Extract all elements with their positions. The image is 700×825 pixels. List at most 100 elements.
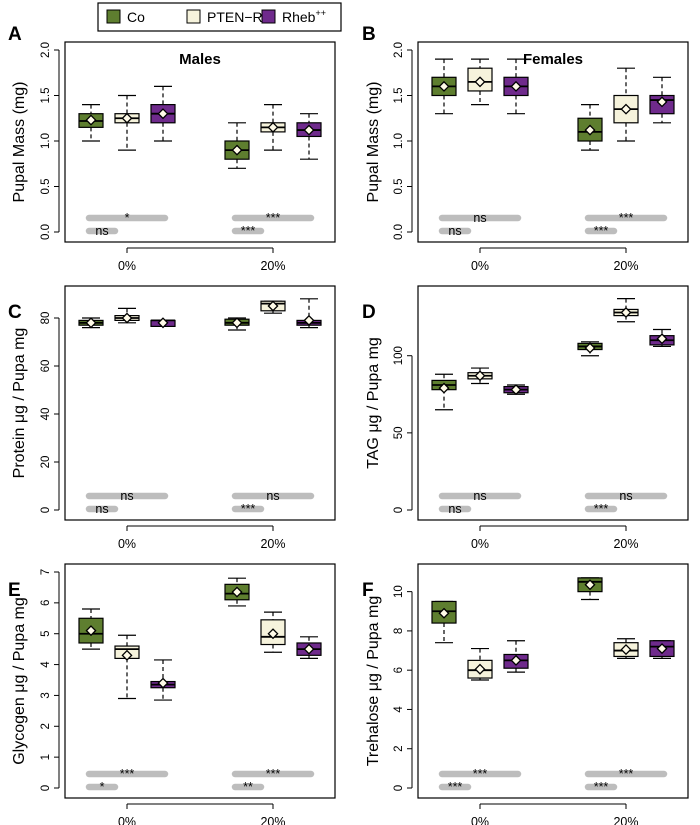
significance-label: *** xyxy=(594,502,609,516)
panel-letter: B xyxy=(362,24,376,45)
box-B-1-1 xyxy=(613,67,639,142)
y-tick-label: 0.5 xyxy=(40,179,52,195)
legend-frame xyxy=(97,2,342,32)
y-axis-label: Pupal Mass (mg) xyxy=(365,82,382,203)
box-C-1-0 xyxy=(114,307,140,324)
box-F-1-1 xyxy=(613,638,639,660)
box-C-2-0 xyxy=(150,317,176,329)
y-tick-label: 0.0 xyxy=(393,224,405,240)
mean-marker xyxy=(474,663,486,675)
mean-marker xyxy=(85,317,97,329)
box-D-0-0 xyxy=(431,373,457,411)
y-tick-label: 50 xyxy=(393,426,405,439)
significance-label: *** xyxy=(448,780,463,794)
plot-frame xyxy=(64,41,336,243)
box-D-1-1 xyxy=(613,298,639,323)
mean-marker xyxy=(438,80,450,92)
box-F-1-0 xyxy=(467,647,493,681)
box-B-1-0 xyxy=(467,58,493,106)
y-tick-label: 10 xyxy=(393,585,405,598)
y-tick-label: 5 xyxy=(40,631,52,637)
y-tick-label: 1 xyxy=(40,754,52,760)
significance-label: ns xyxy=(448,502,461,516)
x-tick-label: 0% xyxy=(118,537,136,551)
y-axis-label: Pupal Mass (mg) xyxy=(11,82,28,203)
mean-marker xyxy=(121,649,133,661)
y-tick-label: 1.5 xyxy=(40,88,52,104)
box-A-1-0 xyxy=(114,94,140,151)
mean-marker xyxy=(231,317,243,329)
legend-swatch xyxy=(186,9,201,24)
box-E-0-0 xyxy=(78,608,104,650)
x-tick-label: 20% xyxy=(613,537,638,551)
significance-label: * xyxy=(125,211,130,225)
significance-label: *** xyxy=(594,780,609,794)
panel-letter: A xyxy=(8,24,22,45)
mean-marker xyxy=(85,625,97,637)
y-tick-label: 80 xyxy=(40,312,52,325)
significance-label: *** xyxy=(473,767,488,781)
mean-marker xyxy=(474,76,486,88)
mean-marker xyxy=(231,144,243,156)
legend-label: PTEN−Ri xyxy=(207,9,266,25)
x-tick-label: 20% xyxy=(613,259,638,273)
box-D-1-0 xyxy=(467,367,493,385)
plot-frame xyxy=(417,563,689,799)
x-tick-label: 0% xyxy=(471,259,489,273)
y-tick-label: 1.0 xyxy=(40,133,52,149)
significance-label: ns xyxy=(619,489,632,503)
significance-label: ns xyxy=(266,489,279,503)
y-axis-label: Trehalose μg / Pupa mg xyxy=(365,596,382,767)
mean-marker xyxy=(510,384,522,396)
box-B-0-1 xyxy=(577,103,603,151)
y-tick-label: 40 xyxy=(40,408,52,421)
mean-marker xyxy=(231,586,243,598)
box-C-1-1 xyxy=(260,300,286,314)
mean-marker xyxy=(584,579,596,591)
box-E-1-0 xyxy=(114,634,140,700)
y-tick-label: 0 xyxy=(393,507,405,513)
x-tick-label: 0% xyxy=(118,259,136,273)
box-A-2-0 xyxy=(150,85,176,142)
significance-label: *** xyxy=(266,767,281,781)
legend-label: Rheb++ xyxy=(282,8,326,25)
significance-label: ns xyxy=(95,224,108,238)
box-E-1-1 xyxy=(260,611,286,653)
mean-marker xyxy=(157,108,169,120)
mean-marker xyxy=(157,677,169,689)
y-tick-label: 1.5 xyxy=(393,88,405,104)
y-tick-label: 100 xyxy=(393,346,405,365)
mean-marker xyxy=(656,96,668,108)
y-tick-label: 4 xyxy=(40,661,52,668)
plot-frame xyxy=(64,563,336,799)
mean-marker xyxy=(303,124,315,136)
box-D-2-1 xyxy=(649,328,675,348)
panel-A: A Males 0.0 0.5 1.0 1.5 2.0 Pupal Mass (mg) 0% 20… xyxy=(8,24,336,273)
y-tick-label: 4 xyxy=(393,706,405,713)
box-D-2-0 xyxy=(503,384,529,396)
mean-marker xyxy=(121,112,133,124)
mean-marker xyxy=(303,314,315,326)
significance-label: *** xyxy=(241,502,256,516)
box-E-2-0 xyxy=(150,659,176,701)
mean-marker xyxy=(267,628,279,640)
panel-letter: E xyxy=(8,580,21,601)
box-C-0-0 xyxy=(78,317,104,329)
y-tick-label: 6 xyxy=(40,600,52,606)
plot-frame xyxy=(417,285,689,521)
y-tick-label: 0.5 xyxy=(393,179,405,195)
mean-marker xyxy=(584,124,596,136)
x-tick-label: 20% xyxy=(260,815,285,825)
y-tick-label: 0 xyxy=(40,507,52,513)
mean-marker xyxy=(85,114,97,126)
box-A-2-1 xyxy=(296,113,322,160)
y-axis-label: Protein μg / Pupa mg xyxy=(11,328,28,479)
box-E-2-1 xyxy=(296,636,322,660)
mean-marker xyxy=(656,643,668,655)
legend-label: Co xyxy=(127,9,145,25)
significance-label: ns xyxy=(95,502,108,516)
